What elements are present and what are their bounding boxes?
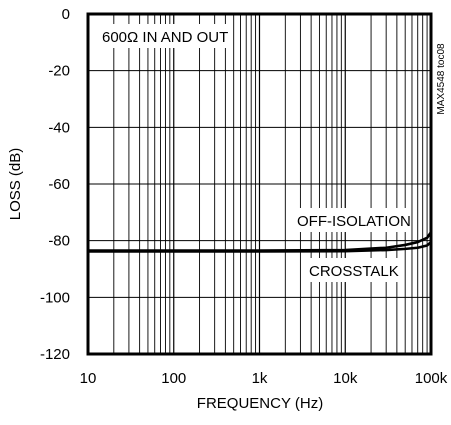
x-axis-label: FREQUENCY (Hz): [197, 395, 323, 412]
series-lines: [88, 231, 433, 253]
y-tick-label: -120: [40, 346, 70, 363]
x-tick-label: 100k: [415, 370, 448, 387]
x-tick-label: 10: [80, 370, 97, 387]
y-tick-labels: 0 -20 -40 -60 -80 -100 -120: [40, 6, 70, 363]
x-tick-label: 100: [161, 370, 186, 387]
grid: [87, 13, 431, 355]
crosstalk-label-background: [306, 258, 400, 282]
x-tick-label: 1k: [252, 370, 268, 387]
x-tick-label: 10k: [333, 370, 358, 387]
y-tick-label: -20: [48, 63, 70, 80]
annotation-text: 600Ω IN AND OUT: [102, 29, 228, 46]
y-tick-label: -40: [48, 119, 70, 136]
y-axis-label: LOSS (dB): [7, 148, 24, 221]
crosstalk-label: CROSSTALK: [309, 263, 399, 280]
off-isolation-label: OFF-ISOLATION: [297, 213, 411, 230]
plot-frame: [86, 12, 433, 356]
y-tick-label: -100: [40, 289, 70, 306]
side-label: MAX4548 toc08: [436, 43, 447, 115]
y-tick-label: -80: [48, 233, 70, 250]
annotation-background: [96, 24, 232, 48]
y-tick-label: 0: [62, 6, 70, 23]
off-isolation-label-background: [294, 208, 410, 232]
x-tick-labels: 10 100 1k 10k 100k: [80, 370, 448, 387]
series-line-crosstalk: [88, 241, 432, 253]
y-tick-label: -60: [48, 176, 70, 193]
